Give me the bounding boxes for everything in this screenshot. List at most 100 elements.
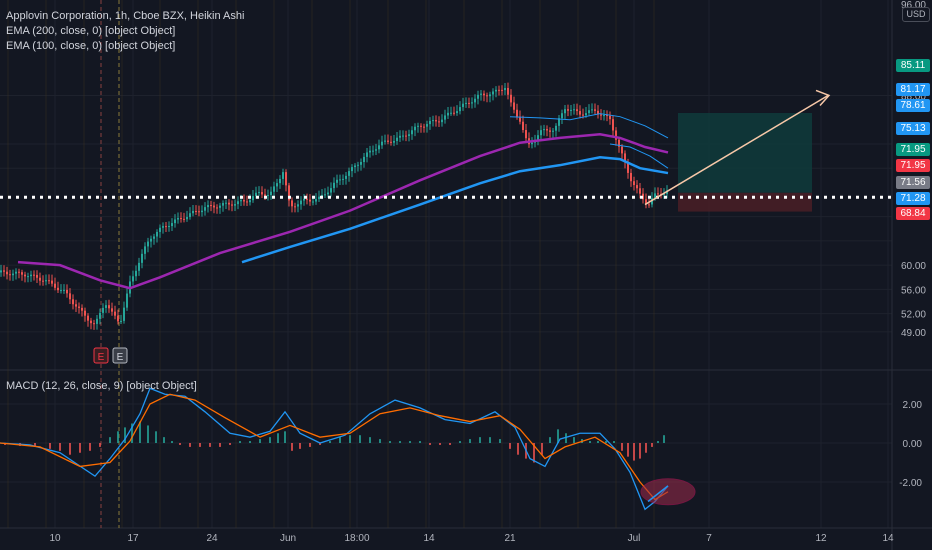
candle-body <box>147 241 149 247</box>
candle-body <box>249 200 251 203</box>
candle-body <box>228 202 230 205</box>
candle-body <box>489 94 491 97</box>
candle-body <box>198 211 200 213</box>
candle-body <box>630 172 632 182</box>
candle-body <box>105 305 107 308</box>
candle-body <box>381 141 383 146</box>
macd-axis-tick-label: 0.00 <box>903 439 923 450</box>
candle-body <box>600 114 602 116</box>
price-tag[interactable]: 85.11 <box>896 59 930 72</box>
candle-body <box>123 307 125 321</box>
price-series-line <box>509 113 669 139</box>
chart-title: Applovin Corporation, 1h, Cboe BZX, Heik… <box>6 10 245 22</box>
macd-histogram-bar <box>419 441 421 443</box>
macd-pen-stroke <box>647 485 669 503</box>
candle-body <box>246 201 248 203</box>
candle-body <box>525 130 527 139</box>
macd-histogram-bar <box>199 443 201 447</box>
macd-histogram-bar <box>124 427 126 443</box>
candle-body <box>462 103 464 108</box>
candle-body <box>576 109 578 112</box>
macd-highlight-ellipse <box>640 478 696 506</box>
ema100-legend[interactable]: EMA (100, close, 0) [object Object] <box>6 40 176 52</box>
currency-unit-badge[interactable]: USD <box>902 7 930 22</box>
candle-body <box>408 134 410 136</box>
candle-body <box>585 113 587 116</box>
candle-body <box>483 93 485 96</box>
candle-body <box>393 140 395 143</box>
time-axis-tick-label: 14 <box>882 533 894 544</box>
candle-body <box>102 307 104 313</box>
candle-body <box>336 179 338 183</box>
macd-histogram-bar <box>369 437 371 443</box>
macd-histogram-bar <box>117 431 119 443</box>
candle-body <box>396 137 398 141</box>
macd-histogram-bar <box>291 443 293 451</box>
candle-body <box>537 135 539 141</box>
candle-body <box>225 202 227 204</box>
ema200-legend[interactable]: EMA (200, close, 0) [object Object] <box>6 25 176 37</box>
candle-body <box>33 274 35 276</box>
price-tag[interactable]: 71.56 <box>896 176 930 189</box>
candle-body <box>168 226 170 228</box>
candle-body <box>648 204 650 206</box>
macd-histogram-bar <box>59 443 61 451</box>
macd-histogram-bar <box>657 441 659 443</box>
candle-body <box>180 218 182 220</box>
price-tag[interactable]: 71.95 <box>896 159 930 172</box>
macd-histogram-bar <box>179 443 181 445</box>
price-tag[interactable]: 75.13 <box>896 122 930 135</box>
price-tag[interactable]: 81.17 <box>896 83 930 96</box>
macd-histogram-bar <box>171 441 173 443</box>
candle-body <box>519 116 521 122</box>
macd-axis-tick-label: 2.00 <box>903 400 923 411</box>
candle-body <box>507 87 509 95</box>
candle-body <box>36 274 38 278</box>
candle-body <box>315 199 317 202</box>
candle-body <box>426 124 428 127</box>
candle-body <box>9 274 11 276</box>
candle-body <box>369 150 371 153</box>
candle-body <box>558 118 560 126</box>
candle-body <box>432 120 434 122</box>
candle-body <box>333 182 335 189</box>
time-axis-tick-label: 18:00 <box>344 533 369 544</box>
candle-body <box>414 126 416 131</box>
candle-body <box>357 164 359 166</box>
candle-body <box>243 200 245 202</box>
candle-body <box>450 112 452 114</box>
candle-body <box>153 236 155 239</box>
candle-body <box>255 192 257 197</box>
candle-body <box>597 110 599 115</box>
candle-body <box>618 139 620 147</box>
macd-legend[interactable]: MACD (12, 26, close, 9) [object Object] <box>6 380 197 392</box>
candle-body <box>495 89 497 92</box>
candle-body <box>234 204 236 206</box>
macd-histogram-bar <box>627 443 629 457</box>
candle-body <box>108 305 110 309</box>
candle-body <box>546 129 548 131</box>
candle-body <box>78 306 80 308</box>
price-tag[interactable]: 78.61 <box>896 99 930 112</box>
candle-body <box>210 205 212 207</box>
candle-body <box>624 153 626 163</box>
candle-body <box>582 114 584 116</box>
candle-body <box>501 89 503 91</box>
candle-body <box>171 223 173 227</box>
candle-body <box>282 172 284 179</box>
price-tag[interactable]: 68.84 <box>896 207 930 220</box>
price-axis-tick-label: 60.00 <box>901 261 926 272</box>
candle-body <box>378 145 380 150</box>
candle-body <box>312 201 314 203</box>
loss-zone <box>678 192 812 212</box>
candle-body <box>3 270 5 272</box>
candle-body <box>240 200 242 202</box>
candle-body <box>492 91 494 95</box>
macd-histogram-bar <box>299 443 301 449</box>
price-tag[interactable]: 71.28 <box>896 192 930 205</box>
price-tag[interactable]: 71.95 <box>896 143 930 156</box>
candle-body <box>366 152 368 157</box>
macd-histogram-bar <box>339 437 341 443</box>
candle-body <box>435 120 437 122</box>
